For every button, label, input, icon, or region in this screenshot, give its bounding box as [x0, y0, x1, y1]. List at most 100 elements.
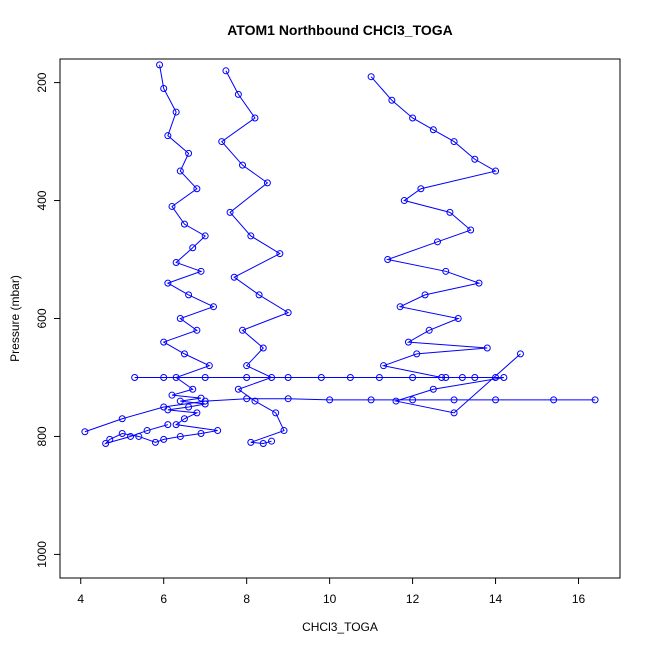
data-point	[218, 138, 226, 146]
data-point	[591, 396, 599, 404]
data-point	[176, 167, 184, 175]
data-point	[201, 373, 209, 381]
data-point	[201, 397, 209, 405]
data-point	[106, 435, 114, 443]
data-point	[442, 267, 450, 275]
data-point	[317, 373, 325, 381]
data-point	[404, 338, 412, 346]
data-point	[151, 438, 159, 446]
data-point	[251, 114, 259, 122]
data-point	[205, 362, 213, 370]
data-point	[409, 396, 417, 404]
data-point	[492, 373, 500, 381]
data-point	[118, 430, 126, 438]
data-point	[454, 315, 462, 322]
x-tick-label: 10	[323, 592, 337, 606]
series-line	[84, 398, 596, 433]
data-point	[467, 226, 475, 234]
data-point	[396, 303, 404, 311]
x-axis: 4 6 8 10 12 14 16	[77, 577, 586, 606]
data-point	[143, 427, 151, 435]
y-tick-label: 200	[35, 72, 49, 92]
data-series	[218, 67, 292, 448]
data-point	[193, 326, 201, 334]
data-point	[209, 303, 217, 311]
data-point	[471, 155, 479, 163]
data-series	[81, 395, 599, 436]
data-point	[185, 291, 193, 299]
data-point	[189, 385, 197, 393]
data-point	[185, 149, 193, 157]
y-axis: 200 400 600 800 1000	[35, 72, 61, 568]
data-point	[550, 396, 558, 404]
data-point	[450, 396, 458, 404]
data-point	[176, 315, 184, 322]
data-point	[516, 350, 524, 358]
data-point	[127, 432, 135, 440]
series-line	[221, 70, 290, 445]
data-point	[193, 409, 201, 417]
data-point	[164, 421, 172, 429]
data-point	[185, 403, 193, 411]
data-point	[492, 396, 500, 404]
data-point	[388, 96, 396, 104]
data-point	[243, 373, 251, 381]
data-point	[156, 61, 164, 69]
data-point	[442, 373, 450, 381]
data-point	[450, 138, 458, 146]
data-point	[500, 373, 508, 381]
y-tick-label: 1000	[35, 541, 49, 568]
data-point	[284, 395, 292, 403]
data-point	[222, 67, 230, 75]
series-line	[103, 64, 218, 445]
data-point	[197, 267, 205, 275]
data-point	[160, 403, 168, 411]
data-point	[483, 344, 491, 352]
data-point	[243, 362, 251, 370]
data-point	[392, 397, 400, 405]
x-tick-label: 6	[160, 592, 167, 606]
data-point	[471, 373, 479, 381]
data-point	[176, 432, 184, 440]
data-point	[268, 437, 276, 445]
y-tick-label: 400	[35, 190, 49, 210]
data-point	[284, 309, 292, 317]
data-point	[160, 338, 168, 346]
data-point	[247, 232, 255, 240]
data-point	[160, 84, 168, 92]
data-point	[446, 208, 454, 216]
data-point	[380, 362, 388, 370]
data-point	[417, 185, 425, 193]
data-point	[172, 108, 180, 116]
data-point	[421, 291, 429, 299]
data-point	[201, 232, 209, 240]
data-series-layer	[81, 61, 599, 448]
data-point	[259, 440, 267, 448]
data-point	[259, 344, 267, 352]
data-point	[189, 244, 197, 252]
data-series	[102, 61, 222, 448]
data-point	[475, 279, 483, 287]
series-line	[370, 76, 521, 414]
data-point	[234, 90, 242, 98]
data-point	[429, 385, 437, 393]
data-point	[413, 350, 421, 358]
data-point	[180, 350, 188, 358]
data-point	[272, 409, 280, 417]
x-tick-label: 8	[243, 592, 250, 606]
data-point	[450, 409, 458, 417]
data-point	[239, 326, 247, 334]
data-point	[247, 438, 255, 446]
x-tick-label: 14	[489, 592, 503, 606]
data-point	[193, 185, 201, 193]
data-point	[243, 395, 251, 403]
data-point	[346, 373, 354, 381]
x-tick-label: 4	[77, 592, 84, 606]
data-point	[409, 114, 417, 122]
y-tick-label: 800	[35, 426, 49, 446]
data-series	[131, 373, 500, 381]
data-point	[375, 373, 383, 381]
data-point	[160, 373, 168, 381]
data-point	[230, 273, 238, 281]
